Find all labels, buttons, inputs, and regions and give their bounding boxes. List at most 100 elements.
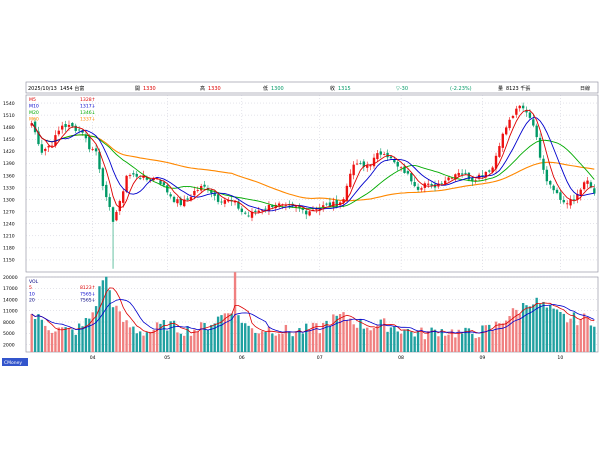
volume-bar — [237, 315, 240, 352]
ma20-line — [31, 122, 595, 210]
candle-body — [105, 184, 108, 198]
volume-bar — [325, 320, 328, 352]
price-tick-label: 1510 — [3, 113, 15, 119]
candle-body — [321, 205, 325, 208]
candle-body — [399, 167, 403, 169]
volume-bar — [549, 305, 552, 352]
candle-body — [186, 198, 189, 200]
candle-body — [515, 108, 518, 115]
month-tick-label: 05 — [164, 355, 170, 361]
candle-body — [257, 210, 260, 213]
header-volume-value: 8123 千張 — [506, 85, 530, 92]
ma-legend-value: 1328↑ — [80, 97, 96, 103]
volume-bar — [406, 328, 410, 352]
candle-body — [91, 148, 94, 150]
price-tick-label: 1420 — [3, 149, 15, 155]
volume-bar — [186, 326, 189, 352]
price-tick-label: 1150 — [3, 258, 15, 264]
candle-body — [538, 137, 542, 158]
volume-bar — [91, 312, 94, 352]
candle-body — [460, 173, 464, 175]
volume-bar — [413, 336, 416, 352]
volume-bar — [250, 328, 254, 352]
volume-bar — [328, 326, 332, 352]
price-tick-label: 1540 — [3, 101, 15, 107]
ma-legend-name: M60 — [29, 117, 39, 123]
header-change-pct: (-2.23%) — [450, 86, 472, 92]
candle-body — [349, 173, 352, 188]
volume-bar — [210, 324, 213, 352]
volume-bar — [589, 325, 593, 352]
volume-bar — [128, 327, 132, 352]
volume-bar — [125, 320, 128, 352]
volume-bar — [291, 336, 294, 352]
volume-bar — [149, 331, 152, 352]
candle-body — [216, 194, 220, 202]
price-tick-label: 1480 — [3, 125, 15, 131]
volume-bar — [386, 331, 389, 352]
volume-bar — [142, 335, 145, 352]
volume-bar — [440, 329, 443, 352]
header-volume-label: 量 — [498, 85, 503, 92]
candle-body — [545, 169, 549, 182]
header-period[interactable]: 日線 — [580, 85, 590, 92]
volume-bar — [227, 313, 230, 352]
candle-body — [518, 105, 521, 109]
volume-axis-labels: 2000 5000 8000 11000 14000 17000 20000 — [3, 275, 18, 349]
candle-body — [122, 191, 125, 203]
volume-bar — [71, 329, 74, 352]
volume-bar — [467, 328, 471, 352]
moving-average-layer — [31, 109, 595, 214]
candle-body — [125, 175, 128, 192]
volume-tick-label: 17000 — [3, 286, 18, 292]
header-low-value: 1300 — [271, 86, 284, 92]
candle-body — [359, 163, 362, 165]
ma10-line — [31, 117, 595, 212]
volume-tick-label: 5000 — [3, 331, 15, 337]
volume-bar — [538, 304, 542, 352]
volume-bar — [94, 306, 98, 352]
candle-body — [410, 173, 413, 182]
volume-bar — [40, 319, 44, 352]
volume-bar — [77, 323, 81, 352]
ma5-line — [31, 109, 595, 214]
candle-body — [382, 153, 386, 155]
candle-body — [566, 203, 569, 205]
volume-bar — [37, 314, 40, 352]
volume-bar — [223, 313, 227, 352]
candle-body — [277, 203, 281, 206]
volume-bar — [393, 326, 396, 352]
price-tick-label: 1180 — [3, 246, 15, 252]
candle-body — [311, 209, 315, 211]
volume-bar — [105, 276, 108, 352]
candle-body — [172, 196, 176, 202]
candle-body — [372, 157, 376, 167]
volume-bar — [501, 323, 504, 352]
header-open-label: 開 — [135, 86, 140, 92]
volume-bar — [555, 309, 559, 352]
volume-bar — [230, 313, 233, 352]
candle-body — [98, 151, 101, 170]
volume-bar — [382, 318, 386, 352]
volume-bar — [138, 331, 142, 352]
volume-bar — [98, 286, 101, 352]
volume-bar — [460, 333, 464, 352]
candle-body — [64, 124, 67, 128]
volume-bar — [582, 313, 586, 352]
volume-bar — [277, 333, 281, 352]
candle-body — [159, 180, 162, 185]
volume-bar — [454, 337, 457, 352]
candle-body — [450, 177, 454, 179]
volume-tick-label: 11000 — [3, 309, 18, 315]
volume-legend-value: 7565↓ — [80, 291, 96, 297]
volume-bar — [118, 311, 122, 352]
volume-bar — [450, 329, 454, 352]
volume-bar — [206, 329, 210, 352]
price-tick-label: 1210 — [3, 234, 15, 240]
footer-tag: CMoney — [4, 360, 22, 366]
footer-tag-box — [2, 358, 28, 366]
candle-body — [77, 129, 81, 131]
volume-bar — [552, 308, 555, 352]
